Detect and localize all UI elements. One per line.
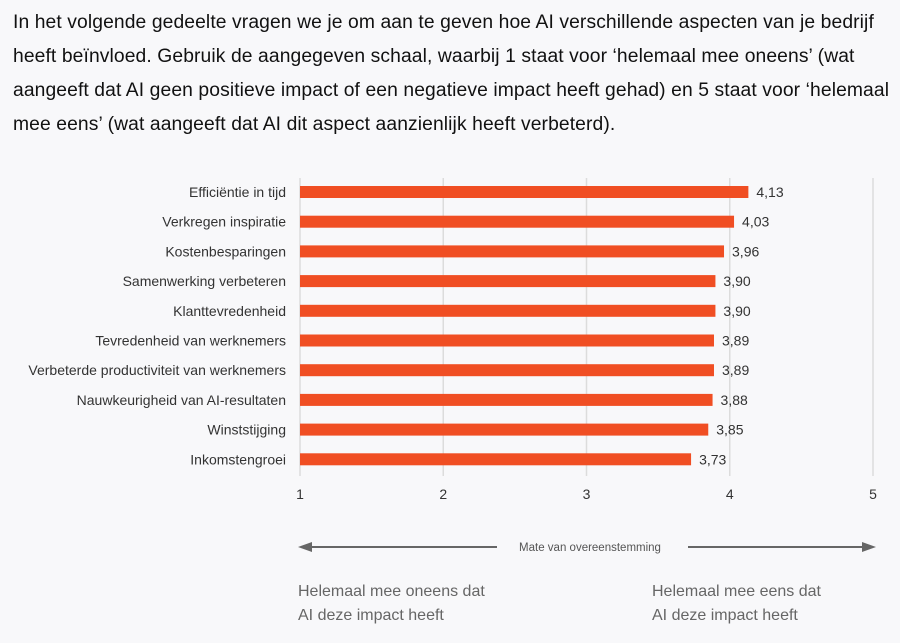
x-axis-title: Mate van overeenstemming bbox=[519, 542, 661, 554]
low-scale-line-2: AI deze impact heeft bbox=[298, 607, 444, 624]
x-tick-label: 2 bbox=[439, 486, 447, 502]
bar bbox=[300, 453, 692, 466]
category-label: Verbeterde productiviteit van werknemers bbox=[28, 362, 286, 378]
x-tick-label: 1 bbox=[296, 486, 304, 502]
category-label: Samenwerking verbeteren bbox=[123, 273, 286, 289]
x-tick-label: 5 bbox=[869, 486, 877, 502]
value-label: 3,90 bbox=[723, 303, 750, 319]
category-label: Winststijging bbox=[207, 422, 286, 438]
high-scale-line-1: Helemaal mee eens dat bbox=[652, 583, 821, 600]
arrow-right-icon bbox=[862, 542, 876, 552]
high-scale-line-2: AI deze impact heeft bbox=[652, 607, 798, 624]
category-label: Efficiëntie in tijd bbox=[189, 184, 286, 200]
low-scale-label: Helemaal mee oneens dat AI deze impact h… bbox=[298, 580, 485, 628]
value-label: 3,88 bbox=[721, 392, 748, 408]
low-scale-line-1: Helemaal mee oneens dat bbox=[298, 583, 485, 600]
category-label: Kostenbesparingen bbox=[165, 243, 286, 259]
category-label: Nauwkeurigheid van AI-resultaten bbox=[77, 392, 286, 408]
value-label: 3,96 bbox=[732, 243, 759, 259]
bar bbox=[300, 304, 716, 317]
value-label: 3,85 bbox=[716, 422, 743, 438]
value-label: 3,89 bbox=[722, 362, 749, 378]
bar bbox=[300, 423, 709, 436]
bar bbox=[300, 215, 735, 228]
bar bbox=[300, 334, 714, 347]
x-tick-label: 4 bbox=[726, 486, 734, 502]
category-label: Klanttevredenheid bbox=[173, 303, 286, 319]
bar bbox=[300, 393, 713, 406]
intro-text: In het volgende gedeelte vragen we je om… bbox=[13, 12, 890, 135]
high-scale-label: Helemaal mee eens dat AI deze impact hee… bbox=[652, 580, 821, 628]
bar bbox=[300, 186, 749, 198]
category-label: Inkomstengroei bbox=[190, 451, 286, 467]
bar bbox=[300, 364, 714, 377]
bar bbox=[300, 245, 725, 258]
category-label: Tevredenheid van werknemers bbox=[95, 333, 286, 349]
arrow-left-icon bbox=[298, 542, 312, 552]
bar bbox=[300, 275, 716, 288]
category-label: Verkregen inspiratie bbox=[162, 214, 286, 230]
x-tick-label: 3 bbox=[583, 486, 591, 502]
value-label: 3,89 bbox=[722, 333, 749, 349]
value-label: 3,73 bbox=[699, 451, 726, 467]
value-label: 4,13 bbox=[756, 184, 783, 200]
value-label: 3,90 bbox=[723, 273, 750, 289]
value-label: 4,03 bbox=[742, 214, 769, 230]
